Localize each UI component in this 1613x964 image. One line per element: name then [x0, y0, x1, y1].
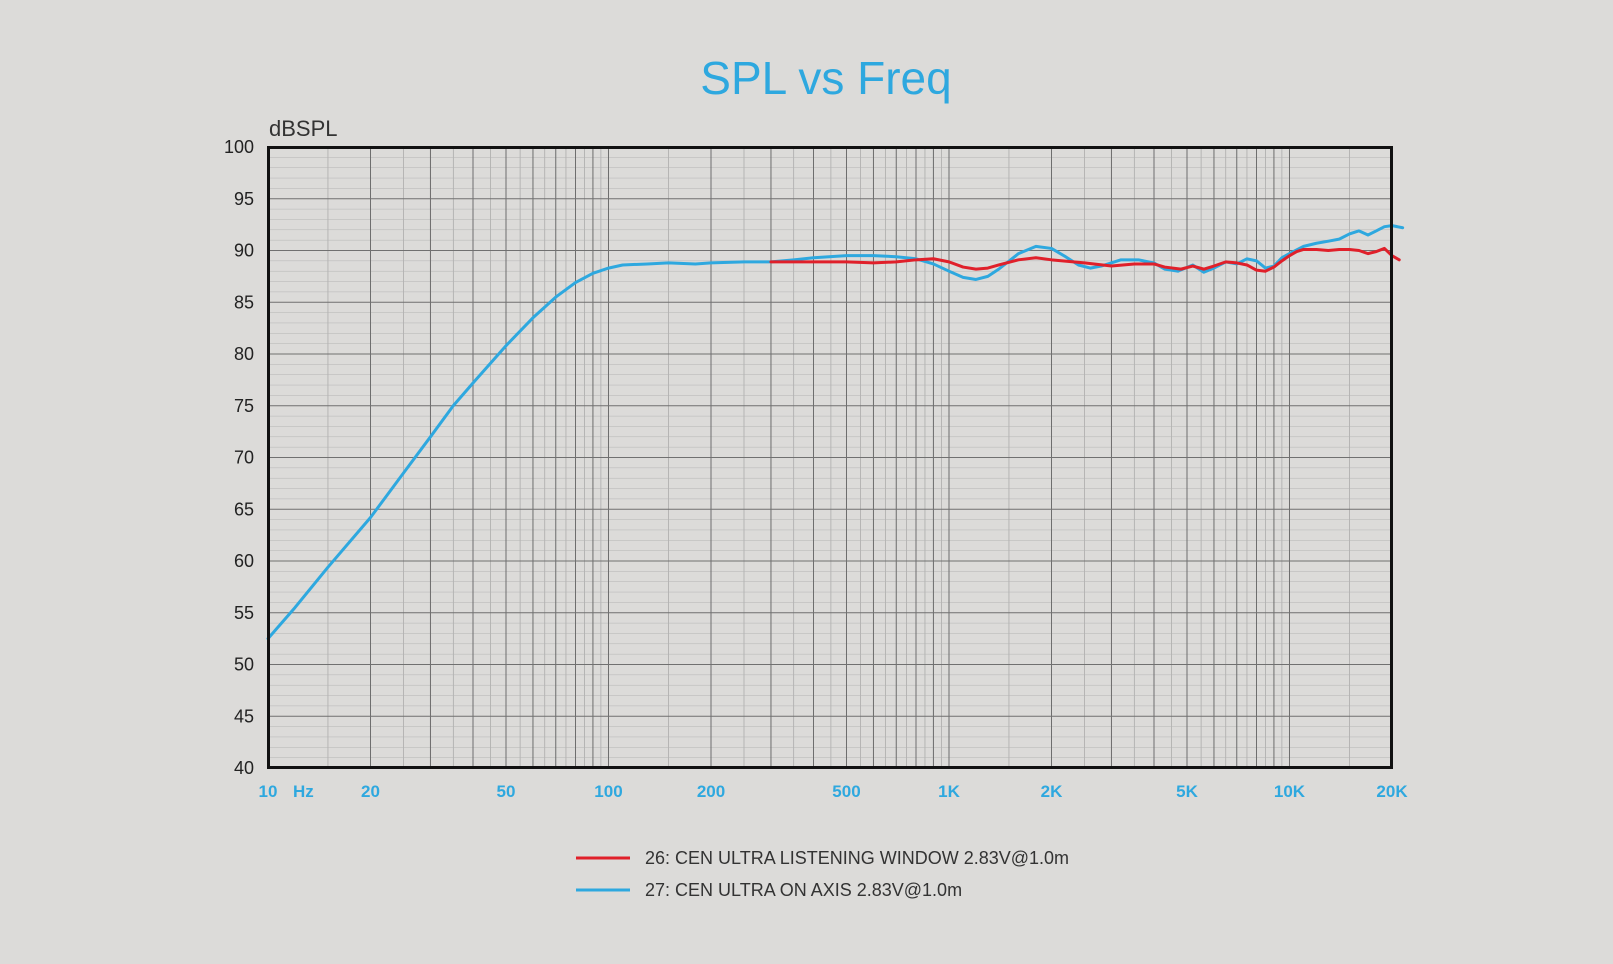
legend: 26: CEN ULTRA LISTENING WINDOW 2.83V@1.0… [576, 848, 1069, 900]
x-tick-label: 20 [361, 782, 380, 801]
series-layer [266, 224, 1405, 641]
y-tick-label: 80 [234, 344, 254, 364]
x-unit-label: Hz [293, 782, 314, 801]
x-tick-label: 20K [1376, 782, 1408, 801]
x-tick-label: 500 [832, 782, 860, 801]
grid-major [268, 147, 1392, 768]
legend-label-1: 26: CEN ULTRA LISTENING WINDOW 2.83V@1.0… [645, 848, 1069, 868]
legend-label-2: 27: CEN ULTRA ON AXIS 2.83V@1.0m [645, 880, 962, 900]
x-tick-label: 100 [594, 782, 622, 801]
y-tick-label: 85 [234, 292, 254, 312]
y-tick-label: 45 [234, 706, 254, 726]
series-line-2 [266, 224, 1405, 641]
y-tick-label: 100 [224, 137, 254, 157]
series-line-1 [769, 246, 1401, 273]
x-tick-label: 200 [697, 782, 725, 801]
x-tick-label: 2K [1041, 782, 1063, 801]
y-axis-label: dBSPL [269, 116, 338, 141]
x-tick-label: 50 [497, 782, 516, 801]
x-tick-labels: 10 20 50 100 200 500 1K 2K 5K 10K 20K [259, 782, 1409, 801]
chart-title: SPL vs Freq [700, 52, 951, 104]
plot-frame [267, 146, 1393, 769]
y-tick-labels: 40 45 50 55 60 65 70 75 80 85 90 95 100 [224, 137, 254, 778]
y-tick-label: 70 [234, 448, 254, 468]
x-tick-label: 5K [1176, 782, 1198, 801]
y-tick-label: 40 [234, 758, 254, 778]
y-tick-label: 55 [234, 603, 254, 623]
y-tick-label: 50 [234, 655, 254, 675]
x-tick-label: 1K [938, 782, 960, 801]
x-tick-label: 10 [259, 782, 278, 801]
y-tick-label: 60 [234, 551, 254, 571]
y-tick-label: 75 [234, 396, 254, 416]
y-tick-label: 90 [234, 241, 254, 261]
y-tick-label: 65 [234, 499, 254, 519]
y-tick-label: 95 [234, 189, 254, 209]
x-tick-label: 10K [1274, 782, 1306, 801]
